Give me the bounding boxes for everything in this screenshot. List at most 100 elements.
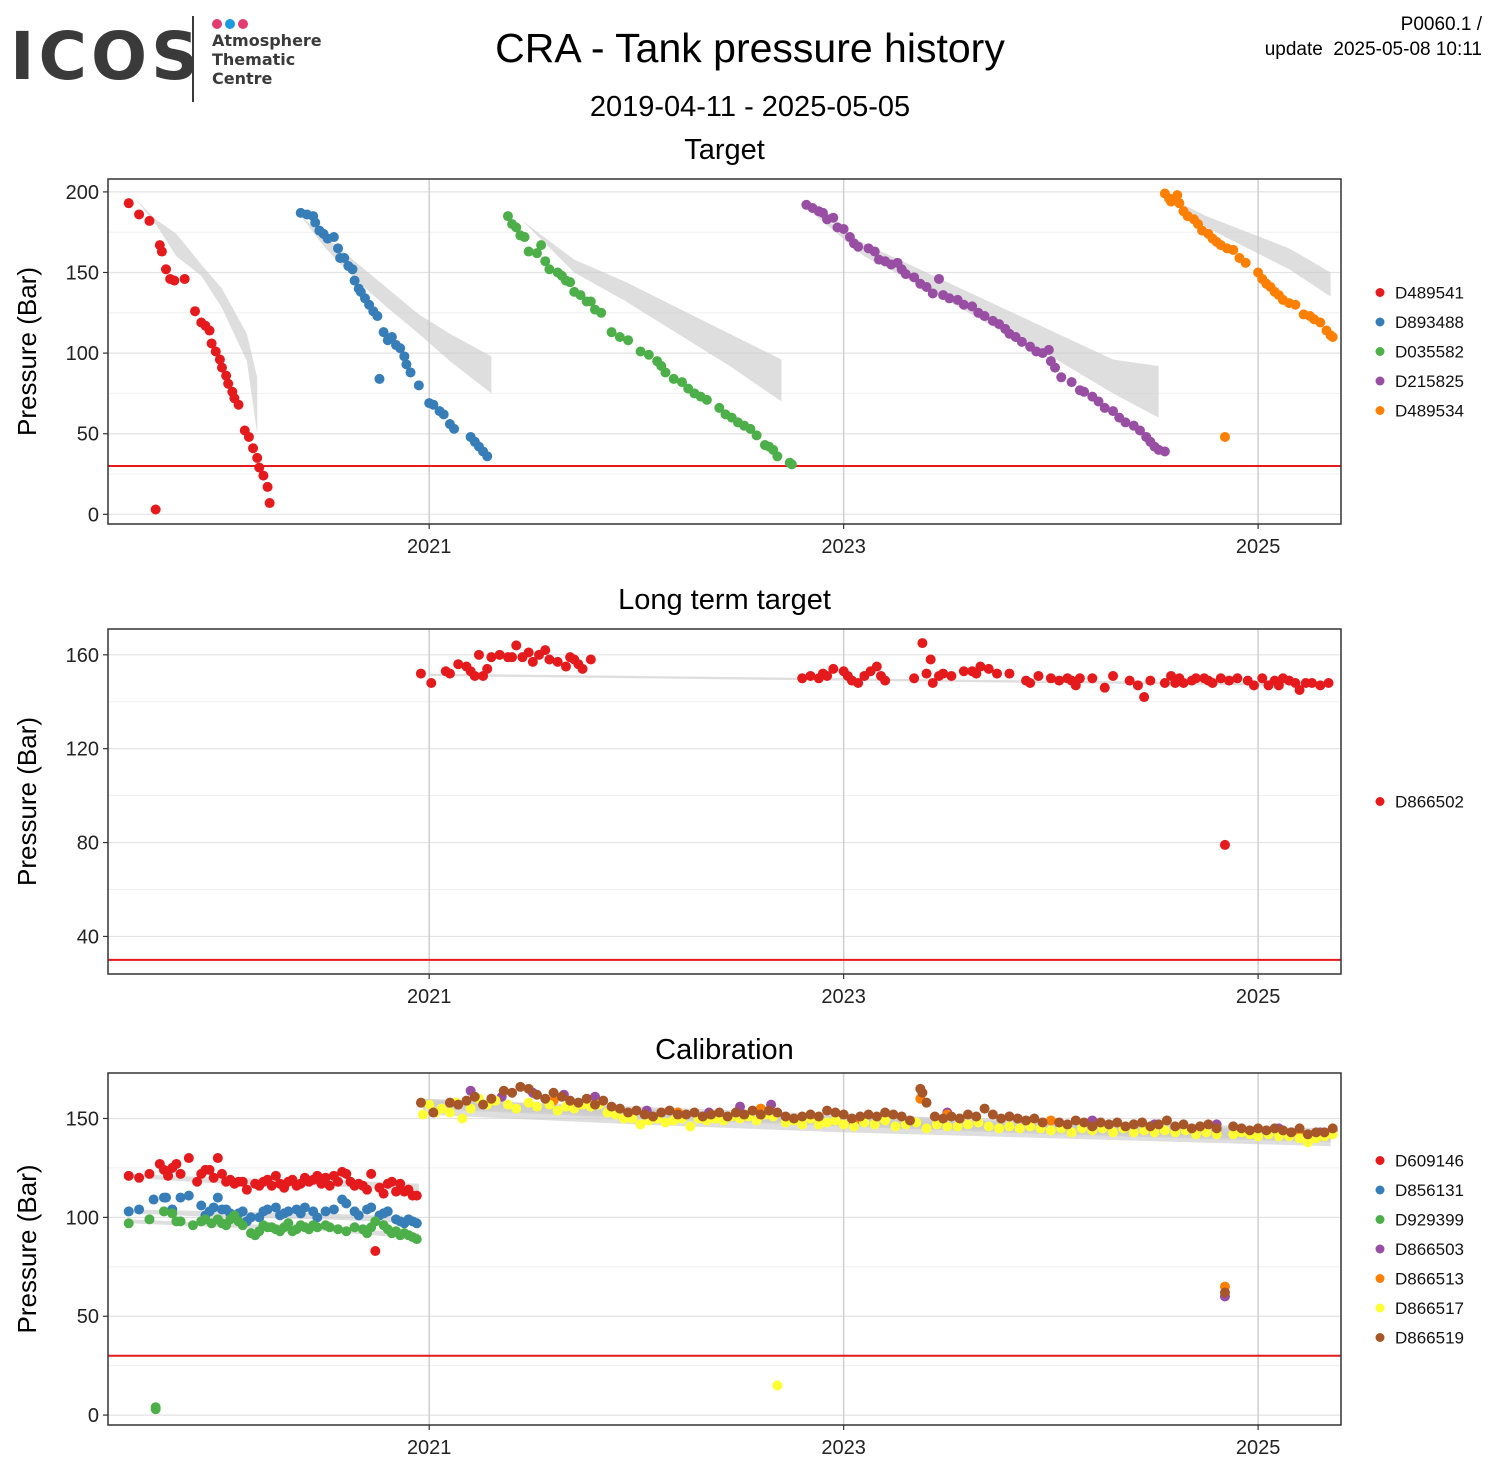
data-point bbox=[241, 1184, 252, 1195]
x-tick-label: 2023 bbox=[821, 1437, 866, 1459]
data-point bbox=[312, 1170, 323, 1181]
data-point bbox=[206, 338, 217, 349]
data-point bbox=[1095, 1117, 1106, 1128]
data-point bbox=[635, 1119, 646, 1130]
data-point bbox=[830, 1115, 841, 1126]
data-point bbox=[822, 1105, 833, 1116]
data-point bbox=[252, 452, 263, 463]
series-D866519 bbox=[415, 1081, 1338, 1298]
data-point bbox=[320, 1172, 331, 1183]
x-tick-label: 2023 bbox=[821, 536, 866, 558]
data-point bbox=[175, 1192, 186, 1203]
data-point bbox=[511, 1103, 522, 1114]
series-D215825 bbox=[801, 199, 1170, 457]
x-tick-label: 2025 bbox=[1236, 536, 1281, 558]
data-point bbox=[1099, 402, 1110, 413]
data-point bbox=[747, 1105, 758, 1116]
plot-frame bbox=[107, 628, 1342, 975]
data-point bbox=[171, 1158, 182, 1169]
data-point bbox=[283, 1218, 294, 1229]
data-point bbox=[511, 222, 522, 233]
data-point bbox=[175, 1168, 186, 1179]
data-point bbox=[979, 311, 990, 322]
data-point bbox=[123, 1170, 134, 1181]
data-point bbox=[498, 1085, 509, 1096]
legend-marker bbox=[1375, 406, 1385, 415]
data-point bbox=[1174, 198, 1185, 209]
data-point bbox=[1087, 1121, 1098, 1132]
data-point bbox=[1037, 1117, 1048, 1128]
update-timestamp: update 2025-05-08 10:11 bbox=[1264, 39, 1482, 60]
x-tick-label: 2021 bbox=[407, 1437, 452, 1459]
data-point bbox=[1108, 406, 1119, 417]
legend-label: D929399 bbox=[1395, 1211, 1464, 1230]
data-point bbox=[370, 1216, 381, 1227]
data-point bbox=[888, 1109, 899, 1120]
data-point bbox=[1236, 1123, 1247, 1134]
data-point bbox=[243, 431, 254, 442]
data-point bbox=[1043, 344, 1054, 355]
data-point bbox=[1079, 386, 1090, 397]
data-point bbox=[975, 661, 986, 672]
data-point bbox=[134, 1204, 145, 1215]
logo-line-3: Centre bbox=[212, 69, 273, 88]
data-point bbox=[1319, 1127, 1330, 1138]
series-D893488 bbox=[295, 207, 493, 462]
data-point bbox=[672, 1109, 683, 1120]
data-point bbox=[341, 1226, 352, 1237]
data-point bbox=[1302, 1137, 1313, 1148]
data-point bbox=[1145, 675, 1156, 686]
data-point bbox=[438, 409, 449, 420]
data-point bbox=[838, 223, 849, 234]
data-point bbox=[987, 1109, 998, 1120]
data-point bbox=[971, 1111, 982, 1122]
document-id: P0060.1 / bbox=[1400, 14, 1482, 35]
data-point bbox=[575, 290, 586, 301]
data-point bbox=[478, 1099, 489, 1110]
data-point bbox=[871, 1111, 882, 1122]
data-point bbox=[208, 1202, 219, 1213]
legend-label: D489541 bbox=[1395, 284, 1464, 303]
data-point bbox=[598, 1095, 609, 1106]
data-point bbox=[623, 1107, 634, 1118]
legend-marker bbox=[1375, 347, 1385, 356]
data-point bbox=[880, 675, 891, 686]
data-point bbox=[523, 1083, 534, 1094]
series-D489534 bbox=[1159, 188, 1338, 442]
legend-marker bbox=[1375, 317, 1385, 327]
legend-marker bbox=[1375, 1156, 1385, 1165]
data-point bbox=[469, 1091, 480, 1102]
data-point bbox=[502, 1099, 513, 1110]
data-point bbox=[158, 1206, 169, 1217]
data-point bbox=[233, 399, 244, 410]
data-point bbox=[1103, 1119, 1114, 1130]
data-point bbox=[150, 504, 161, 515]
data-point bbox=[362, 1184, 373, 1195]
legend-marker bbox=[1375, 1333, 1385, 1342]
data-point bbox=[1228, 1129, 1239, 1140]
data-point bbox=[1219, 839, 1230, 850]
data-point bbox=[1286, 1127, 1297, 1138]
data-point bbox=[544, 654, 555, 665]
data-point bbox=[1066, 377, 1077, 388]
data-point bbox=[1253, 1131, 1264, 1142]
data-point bbox=[606, 1101, 617, 1112]
data-point bbox=[871, 661, 882, 672]
data-point bbox=[333, 1176, 344, 1187]
data-point bbox=[656, 1107, 667, 1118]
data-point bbox=[540, 645, 551, 656]
data-point bbox=[983, 1121, 994, 1132]
data-point bbox=[507, 1087, 518, 1098]
data-point bbox=[648, 1111, 659, 1122]
data-point bbox=[144, 1168, 155, 1179]
legend-label: D856131 bbox=[1395, 1181, 1464, 1200]
data-point bbox=[560, 661, 571, 672]
data-point bbox=[428, 1107, 439, 1118]
data-point bbox=[1014, 1123, 1025, 1134]
data-point bbox=[444, 1107, 455, 1118]
data-point bbox=[258, 470, 269, 481]
data-point bbox=[167, 1208, 178, 1219]
data-point bbox=[880, 1107, 891, 1118]
data-point bbox=[967, 301, 978, 312]
data-point bbox=[531, 1089, 542, 1100]
